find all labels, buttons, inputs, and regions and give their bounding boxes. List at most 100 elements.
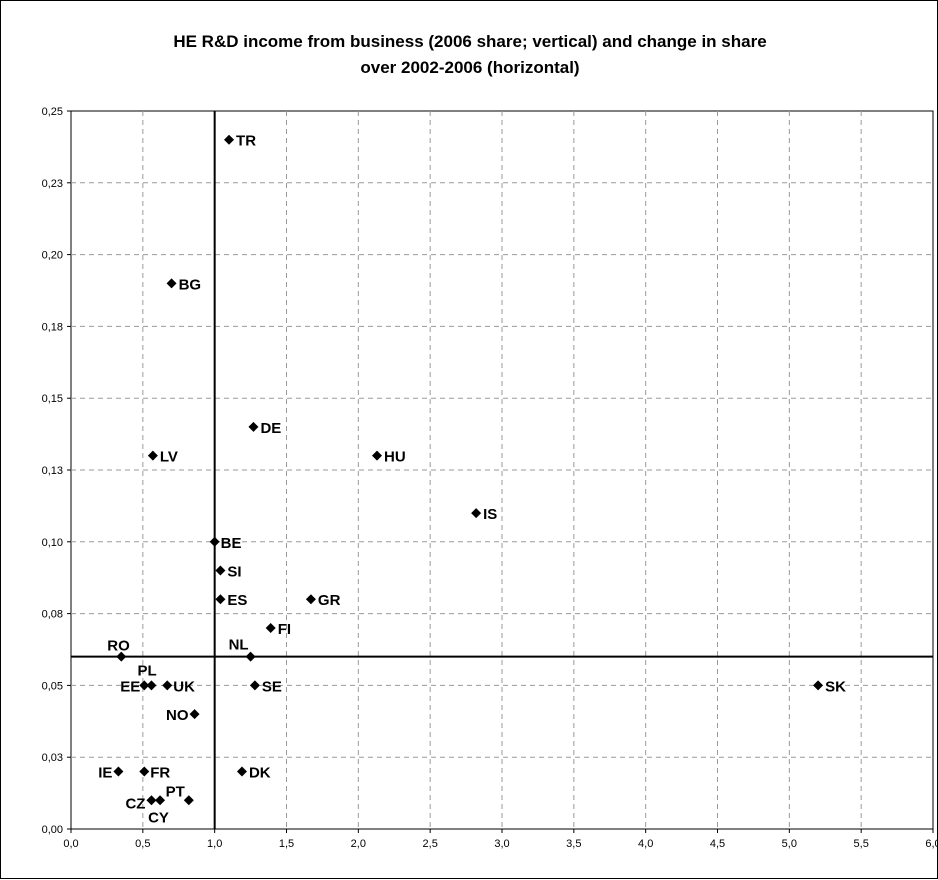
point-label: RO — [107, 638, 130, 655]
data-point-ie: IE — [98, 765, 124, 782]
point-marker — [215, 594, 226, 605]
point-marker — [215, 565, 226, 576]
data-point-no: NO — [166, 707, 200, 724]
point-marker — [224, 134, 235, 145]
data-point-uk: UK — [162, 678, 195, 695]
x-tick-label: 0,0 — [63, 838, 78, 850]
data-point-ee: EE — [120, 678, 150, 695]
point-label: DE — [260, 420, 281, 437]
point-marker — [116, 651, 127, 662]
point-label: BG — [179, 276, 202, 293]
point-label: PT — [166, 783, 185, 800]
point-label: TR — [236, 133, 256, 150]
point-marker — [372, 450, 383, 461]
point-label: LV — [160, 449, 178, 466]
point-label: DK — [249, 765, 271, 782]
data-point-de: DE — [248, 420, 281, 437]
y-tick-label: 0,25 — [42, 106, 63, 118]
x-tick-label: 6,0 — [925, 838, 938, 850]
point-label: EE — [120, 678, 140, 695]
data-point-be: BE — [209, 535, 242, 552]
y-tick-label: 0,08 — [42, 609, 63, 621]
y-tick-label: 0,15 — [42, 393, 63, 405]
x-tick-label: 3,0 — [494, 838, 509, 850]
point-marker — [147, 450, 158, 461]
data-point-si: SI — [215, 564, 242, 581]
point-marker — [166, 278, 177, 289]
y-tick-label: 0,05 — [42, 680, 63, 692]
data-point-es: ES — [215, 592, 247, 609]
chart-title-line2: over 2002-2006 (horizontal) — [360, 58, 580, 77]
x-tick-label: 0,5 — [135, 838, 150, 850]
data-point-is: IS — [471, 506, 497, 523]
point-marker — [146, 795, 157, 806]
data-point-cy: CY — [148, 795, 169, 826]
x-tick-label: 4,0 — [638, 838, 653, 850]
y-tick-label: 0,20 — [42, 250, 63, 262]
point-label: UK — [173, 678, 195, 695]
point-label: HU — [384, 449, 406, 466]
data-point-gr: GR — [305, 592, 341, 609]
data-point-sk: SK — [813, 678, 846, 695]
point-marker — [471, 508, 482, 519]
y-tick-label: 0,23 — [42, 178, 63, 190]
axis-ticks: 0,0 0,5 1,0 1,5 2,0 2,5 3,0 3,5 4,0 4,5 5,0 5,5 6,0 0… — [42, 106, 938, 850]
reference-lines — [71, 111, 933, 829]
data-point-fr: FR — [139, 765, 170, 782]
point-marker — [139, 766, 150, 777]
point-label: FR — [150, 765, 170, 782]
data-point-pt: PT — [166, 783, 194, 806]
y-tick-label: 0,13 — [42, 465, 63, 477]
point-label: CZ — [125, 795, 145, 812]
point-label: FI — [278, 621, 291, 638]
point-label: SI — [227, 564, 241, 581]
point-marker — [248, 421, 259, 432]
data-point-bg: BG — [166, 276, 202, 293]
point-marker — [813, 680, 824, 691]
x-tick-label: 1,5 — [279, 838, 294, 850]
point-label: SE — [262, 678, 282, 695]
point-label: IS — [483, 506, 497, 523]
chart-title: HE R&D income from business (2006 share;… — [1, 29, 938, 81]
x-tick-label: 5,5 — [854, 838, 869, 850]
x-tick-label: 3,5 — [566, 838, 581, 850]
data-point-ro: RO — [107, 638, 130, 662]
point-marker — [155, 795, 166, 806]
point-marker — [245, 651, 256, 662]
gridlines — [71, 111, 933, 829]
point-label: SK — [825, 678, 846, 695]
data-point-cz: CZ — [125, 795, 157, 812]
point-marker — [183, 795, 194, 806]
point-marker — [139, 680, 150, 691]
x-tick-label: 1,0 — [207, 838, 222, 850]
point-label: PL — [137, 662, 156, 679]
point-label: ES — [227, 592, 247, 609]
y-tick-label: 0,00 — [42, 824, 63, 836]
y-tick-label: 0,03 — [42, 752, 63, 764]
data-point-se: SE — [249, 678, 282, 695]
point-label: IE — [98, 765, 112, 782]
chart-title-line1: HE R&D income from business (2006 share;… — [173, 32, 767, 51]
point-marker — [146, 680, 157, 691]
data-point-pl: PL — [137, 662, 157, 691]
point-label: BE — [221, 535, 242, 552]
point-marker — [189, 709, 200, 720]
point-label: GR — [318, 592, 341, 609]
y-tick-label: 0,10 — [42, 537, 63, 549]
point-marker — [236, 766, 247, 777]
point-label: NO — [166, 707, 189, 724]
data-point-nl: NL — [229, 637, 256, 662]
point-label: NL — [229, 637, 249, 654]
x-tick-label: 5,0 — [782, 838, 797, 850]
point-marker — [265, 622, 276, 633]
point-marker — [209, 536, 220, 547]
data-point-tr: TR — [224, 133, 256, 150]
x-tick-label: 2,5 — [423, 838, 438, 850]
x-tick-label: 4,5 — [710, 838, 725, 850]
point-marker — [113, 766, 124, 777]
point-marker — [162, 680, 173, 691]
x-tick-label: 2,0 — [351, 838, 366, 850]
